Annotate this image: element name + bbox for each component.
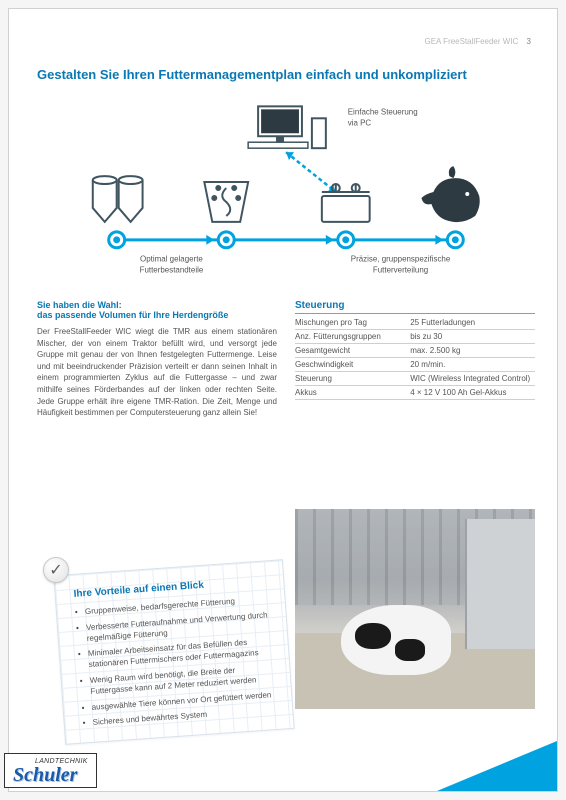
table-row: Akkus4 × 12 V 100 Ah Gel-Akkus — [295, 386, 535, 400]
flow-node — [109, 232, 125, 248]
pc-label-1: Einfache Steuerung — [348, 107, 418, 116]
spec-label: Gesamtgewicht — [295, 344, 410, 358]
spec-value: max. 2.500 kg — [410, 344, 535, 358]
mixer-icon — [204, 182, 248, 222]
checkmark-icon: ✓ — [43, 557, 69, 583]
pc-label-2: via PC — [348, 118, 372, 127]
product-name: GEA FreeStallFeeder WIC — [425, 37, 519, 46]
logo-brand: Schuler — [13, 765, 88, 785]
table-row: Mischungen pro Tag25 Futterladungen — [295, 316, 535, 330]
flow-node — [447, 232, 463, 248]
spec-label: Steuerung — [295, 372, 410, 386]
left-column: Sie haben die Wahl: das passende Volumen… — [37, 300, 277, 419]
body-columns: Sie haben die Wahl: das passende Volumen… — [37, 300, 535, 419]
silos-icon — [93, 176, 143, 222]
cow-icon — [421, 166, 479, 222]
table-row: SteuerungWIC (Wireless Integrated Contro… — [295, 372, 535, 386]
right-column: Steuerung Mischungen pro Tag25 Futterlad… — [295, 300, 535, 419]
product-photo — [295, 509, 535, 709]
corner-accent — [437, 741, 557, 791]
brochure-page: GEA FreeStallFeeder WIC 3 Gestalten Sie … — [8, 8, 558, 792]
spec-value: 4 × 12 V 100 Ah Gel-Akkus — [410, 386, 535, 400]
pc-icon — [248, 106, 326, 148]
table-row: Geschwindigkeit20 m/min. — [295, 358, 535, 372]
benefits-card: Ihre Vorteile auf einen Blick Gruppenwei… — [53, 559, 294, 745]
spec-table: Mischungen pro Tag25 FutterladungenAnz. … — [295, 316, 535, 400]
spec-value: WIC (Wireless Integrated Control) — [410, 372, 535, 386]
sync-arrow-icon — [286, 152, 336, 192]
spec-label: Geschwindigkeit — [295, 358, 410, 372]
feeder-icon — [322, 184, 370, 222]
caption-right-2: Futterverteilung — [373, 266, 428, 275]
spec-value: 20 m/min. — [410, 358, 535, 372]
table-row: Anz. Fütterungsgruppenbis zu 30 — [295, 330, 535, 344]
dealer-logo: LANDTECHNIK Schuler — [4, 753, 97, 788]
caption-left-2: Futterbestandteile — [140, 266, 204, 275]
benefits-list: Gruppenweise, bedarfsgerechte FütterungV… — [75, 594, 279, 730]
table-row: Gesamtgewichtmax. 2.500 kg — [295, 344, 535, 358]
page-title: Gestalten Sie Ihren Futtermanagementplan… — [37, 67, 535, 82]
page-number: 3 — [527, 37, 531, 46]
process-flow-diagram: Einfache Steuerung via PC — [37, 100, 535, 290]
body-paragraph: Der FreeStallFeeder WIC wiegt die TMR au… — [37, 326, 277, 419]
spec-title: Steuerung — [295, 300, 535, 314]
spec-label: Anz. Fütterungsgruppen — [295, 330, 410, 344]
running-header: GEA FreeStallFeeder WIC 3 — [425, 37, 532, 46]
spec-label: Akkus — [295, 386, 410, 400]
caption-left-1: Optimal gelagerte — [140, 255, 203, 264]
spec-label: Mischungen pro Tag — [295, 316, 410, 330]
caption-right-1: Präzise, gruppenspezifische — [351, 255, 451, 264]
subheading-line-2: das passende Volumen für Ihre Herdengröß… — [37, 310, 277, 320]
spec-value: bis zu 30 — [410, 330, 535, 344]
flow-node — [338, 232, 354, 248]
spec-value: 25 Futterladungen — [410, 316, 535, 330]
subheading-line-1: Sie haben die Wahl: — [37, 300, 277, 310]
flow-node — [218, 232, 234, 248]
